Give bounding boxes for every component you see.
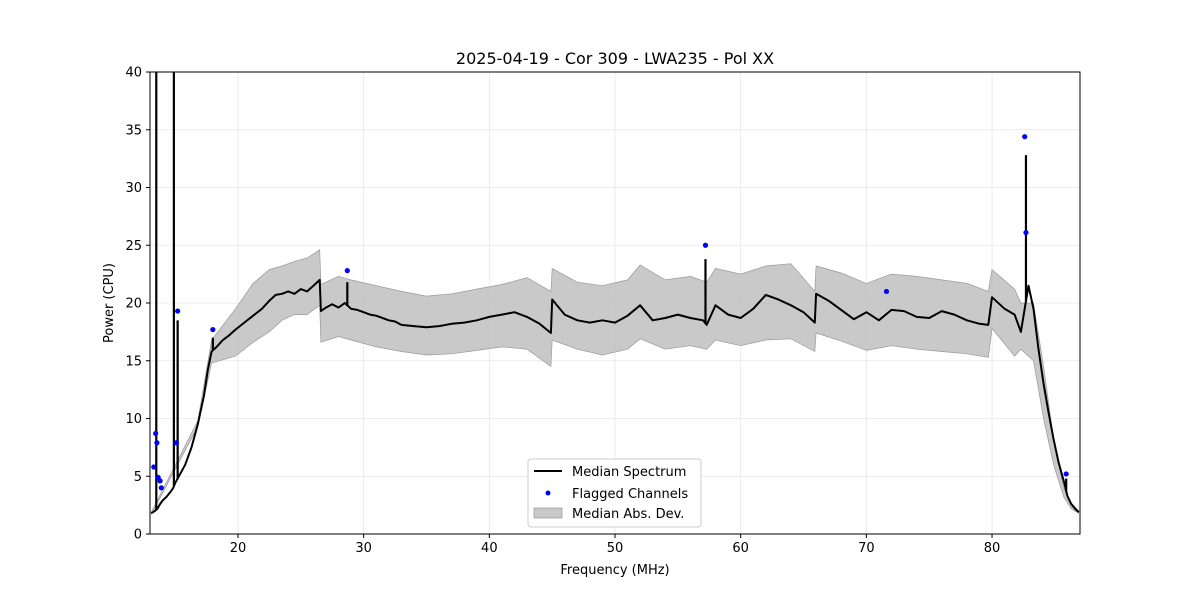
axis-ticks: 20 30 40 50 60 70 80 0 5 10 15 20 25 30 35 40: [125, 66, 1000, 557]
x-tick-label: 30: [355, 541, 372, 556]
flagged-point: [1022, 134, 1028, 140]
flagged-point: [210, 326, 216, 333]
x-tick-label: 70: [858, 541, 875, 556]
y-axis-label: Power (CPU): [102, 263, 117, 343]
flagged-point: [175, 308, 181, 314]
flagged-point: [173, 440, 179, 446]
flagged-point: [157, 478, 163, 484]
legend-label-mad: Median Abs. Dev.: [572, 507, 684, 522]
y-tick-label: 40: [125, 66, 142, 81]
flagged-point: [883, 288, 890, 295]
flagged-point: [702, 242, 709, 248]
flagged-point: [153, 430, 159, 437]
flagged-point: [1063, 471, 1069, 477]
y-tick-label: 30: [125, 181, 142, 196]
legend: Median Spectrum Flagged Channels Median …: [527, 458, 702, 528]
flagged-point: [1023, 229, 1029, 236]
median-spectrum-group: [150, 72, 1080, 515]
flagged-point: [154, 440, 160, 446]
mad-band-group: [150, 249, 1080, 515]
y-tick-label: 25: [125, 239, 142, 254]
y-tick-label: 15: [125, 354, 142, 369]
x-axis-label: Frequency (MHz): [560, 563, 669, 578]
x-tick-label: 50: [607, 541, 624, 556]
y-tick-label: 0: [134, 528, 142, 543]
y-tick-label: 20: [125, 297, 142, 312]
flagged-point: [151, 464, 157, 470]
legend-label-flagged: Flagged Channels: [572, 487, 688, 502]
x-tick-label: 60: [732, 541, 749, 556]
legend-label-median: Median Spectrum: [572, 465, 686, 480]
legend-band-swatch: [533, 507, 563, 519]
chart-title: 2025-04-19 - Cor 309 - LWA235 - Pol XX: [456, 49, 774, 68]
x-tick-label: 40: [481, 541, 498, 556]
y-tick-label: 5: [134, 470, 142, 485]
flagged-point: [158, 485, 164, 491]
x-tick-label: 20: [230, 541, 247, 556]
flagged-channels-group: [151, 134, 1069, 491]
flagged-point: [344, 268, 350, 274]
x-tick-label: 80: [984, 541, 1001, 556]
y-tick-label: 10: [125, 412, 142, 427]
legend-box: [527, 458, 702, 528]
y-tick-label: 35: [125, 123, 142, 138]
mad-band: [150, 249, 1080, 515]
legend-dot-swatch: [545, 490, 551, 496]
median-spectrum-line: [150, 278, 1080, 515]
